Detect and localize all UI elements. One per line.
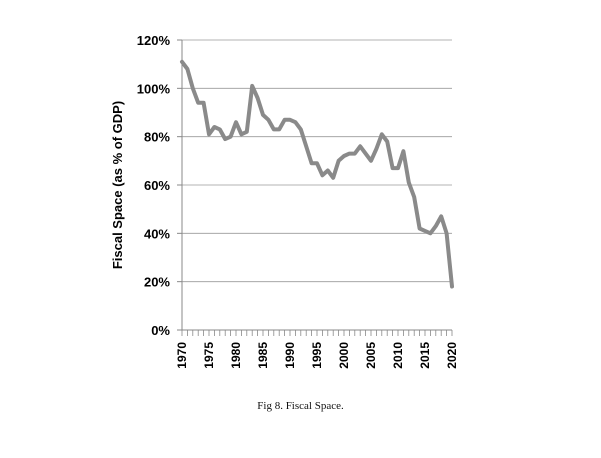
y-axis-label: Fiscal Space (as % of GDP) bbox=[110, 101, 125, 269]
x-tick-label: 1975 bbox=[202, 342, 216, 369]
y-tick-label: 20% bbox=[144, 275, 170, 290]
y-tick-labels: 0% 20% 40% 60% 80% 100% 120% bbox=[137, 33, 182, 338]
y-tick-label: 80% bbox=[144, 130, 170, 145]
y-tick-label: 120% bbox=[137, 33, 171, 48]
x-tick-label: 2010 bbox=[391, 342, 405, 369]
y-tick-label: 40% bbox=[144, 226, 170, 241]
x-tick-label: 1990 bbox=[283, 342, 297, 369]
y-tick-label: 100% bbox=[137, 81, 171, 96]
x-tick-label: 2000 bbox=[337, 342, 351, 369]
figure-caption: Fig 8. Fiscal Space. bbox=[257, 400, 344, 412]
x-tick-labels: 1970 1975 1980 1985 1990 1995 2000 2005 2010 2015… bbox=[175, 342, 459, 369]
gridlines bbox=[182, 39, 452, 283]
x-tick-label: 2020 bbox=[445, 342, 459, 369]
x-tick-label: 2005 bbox=[364, 342, 378, 369]
x-tick-label: 1980 bbox=[229, 342, 243, 369]
x-tick-label: 1995 bbox=[310, 342, 324, 369]
x-tick-label: 1970 bbox=[175, 342, 189, 369]
x-tick-marks bbox=[181, 330, 453, 336]
x-tick-label: 2015 bbox=[418, 342, 432, 369]
y-tick-label: 60% bbox=[144, 178, 170, 193]
series-line bbox=[180, 59, 454, 289]
x-tick-label: 1985 bbox=[256, 342, 270, 369]
y-tick-label: 0% bbox=[151, 323, 170, 338]
